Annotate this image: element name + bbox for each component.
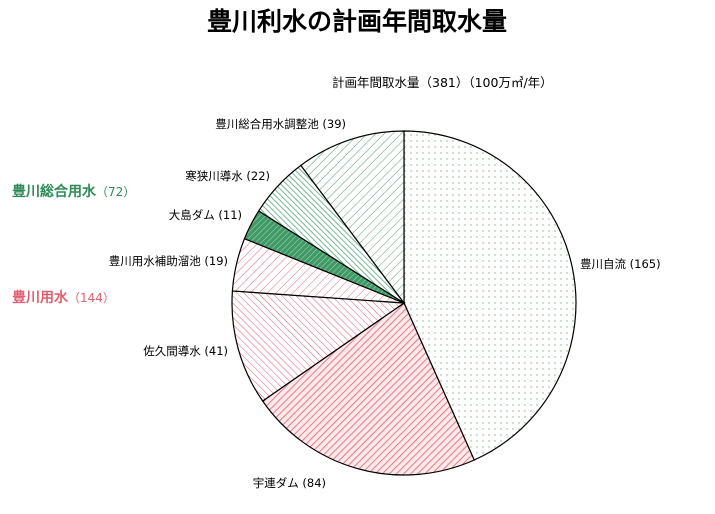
group-yosui-value: （144） [68, 291, 115, 305]
pie-slice-toyokawa-jiryu [403, 130, 577, 461]
slice-label-ure-dam: 宇連ダム (84) [253, 476, 326, 490]
slice-label-oshima-dam: 大島ダム (11) [169, 208, 242, 222]
pie-slice-ure-dam [261, 302, 476, 476]
slice-labels: 豊川自流 (165) 宇連ダム (84) 佐久間導水 (41) 豊川用水補助溜池 (1… [109, 117, 661, 490]
pie-slices [231, 130, 577, 476]
group-sogo-value: （72） [96, 185, 135, 199]
slice-label-hojo-tameike: 豊川用水補助溜池 (19) [109, 254, 228, 268]
group-label-sogo: 豊川総合用水（72） [12, 183, 135, 200]
group-label-yosui: 豊川用水（144） [12, 289, 115, 306]
chart-title: 豊川利水の計画年間取水量 [207, 7, 507, 36]
slice-label-kansagawa-donsui: 寒狭川導水 (22) [185, 169, 270, 183]
pie-slice-sakuma-donsui [231, 290, 406, 402]
group-sogo-name: 豊川総合用水 [12, 183, 97, 200]
group-yosui-name: 豊川用水 [12, 289, 69, 306]
slice-label-toyokawa-jiryu: 豊川自流 (165) [580, 257, 661, 271]
chart-subtitle: 計画年間取水量（381）（100万㎥/年） [332, 75, 553, 90]
pie-slice-sogo-chouseichi [300, 130, 405, 305]
slice-label-sakuma-donsui: 佐久間導水 (41) [143, 344, 228, 358]
slice-label-sogo-chouseichi: 豊川総合用水調整池 (39) [215, 117, 346, 131]
